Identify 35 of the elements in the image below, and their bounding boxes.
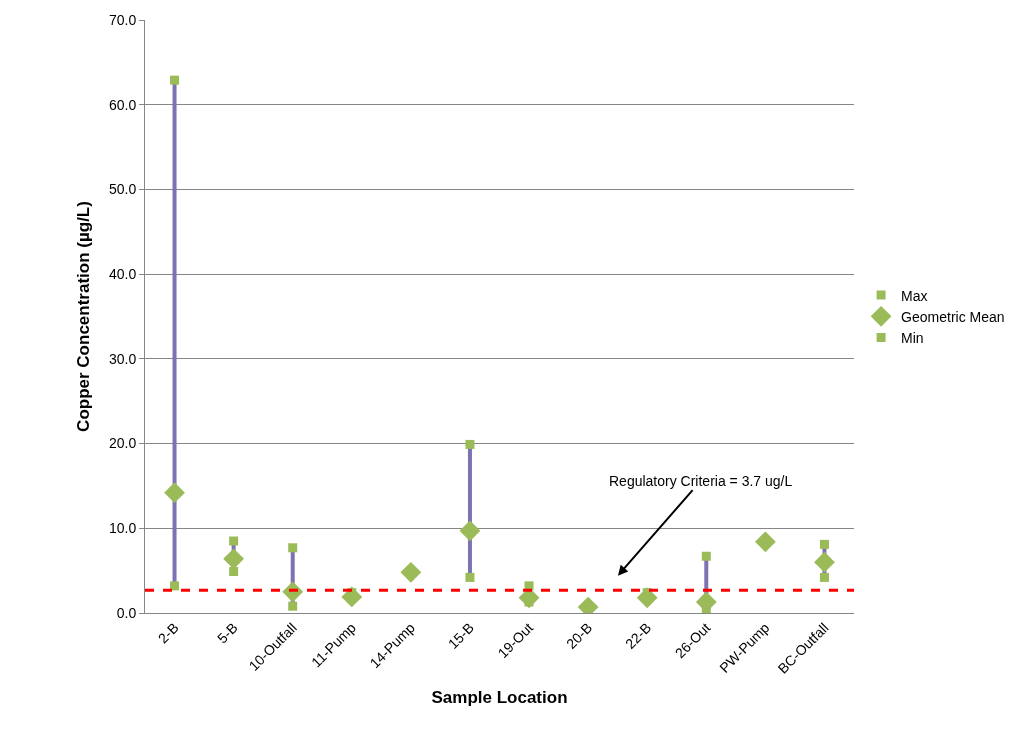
x-tick-label: 2-B xyxy=(154,619,182,647)
y-axis-title: Copper Concentration (µg/L) xyxy=(73,201,93,432)
point xyxy=(170,581,180,591)
point xyxy=(170,75,180,85)
point xyxy=(819,572,829,582)
y-tick-label: 10.0 xyxy=(108,520,137,537)
point xyxy=(465,439,475,449)
point xyxy=(288,601,298,611)
point xyxy=(341,586,363,608)
annotation: Regulatory Criteria = 3.7 ug/L xyxy=(609,473,793,489)
legend-label: Max xyxy=(901,287,928,304)
y-tick-label: 40.0 xyxy=(108,266,137,283)
point xyxy=(754,531,776,553)
point xyxy=(465,572,475,582)
point xyxy=(164,482,185,504)
legend-label: Geometric Mean xyxy=(901,308,1005,325)
y-tick-label: 70.0 xyxy=(108,11,137,28)
y-tick-label: 60.0 xyxy=(108,96,137,113)
point xyxy=(459,520,481,542)
point xyxy=(229,566,239,576)
y-tick-label: 0.0 xyxy=(116,604,137,621)
point xyxy=(229,536,239,546)
x-tick-label: 5-B xyxy=(213,619,241,647)
point xyxy=(814,551,835,573)
y-tick-label: 20.0 xyxy=(108,435,137,452)
y-tick-label: 50.0 xyxy=(108,181,137,198)
point xyxy=(288,543,298,553)
point xyxy=(400,561,422,583)
x-axis-title: Sample Location xyxy=(431,687,568,707)
point xyxy=(636,587,658,609)
legend-label: Min xyxy=(901,329,924,346)
point xyxy=(819,539,829,549)
point xyxy=(701,551,711,561)
y-tick-label: 30.0 xyxy=(108,350,137,367)
point xyxy=(223,548,245,570)
